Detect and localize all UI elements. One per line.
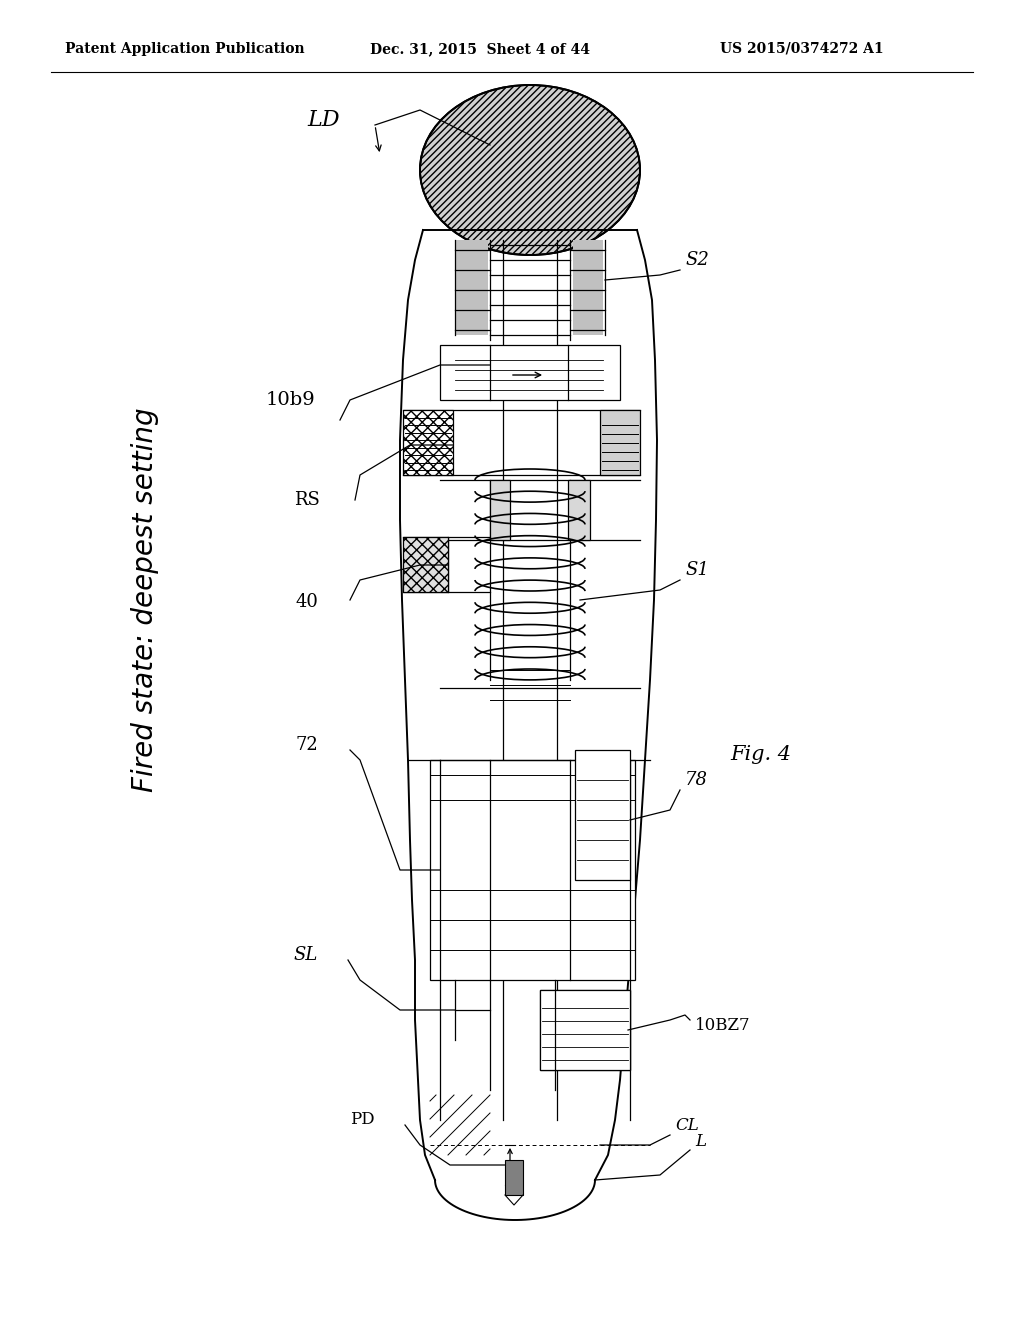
Text: 40: 40 [295, 593, 318, 611]
Text: 10BZ7: 10BZ7 [695, 1016, 751, 1034]
Text: L: L [695, 1134, 706, 1151]
Text: LD: LD [307, 110, 340, 131]
Text: SL: SL [294, 946, 318, 964]
Bar [505, 1160, 523, 1195]
Bar [455, 240, 488, 335]
Text: S2: S2 [685, 251, 709, 269]
Text: S1: S1 [685, 561, 709, 579]
Bar [430, 760, 635, 979]
Bar [403, 537, 449, 591]
Text: US 2015/0374272 A1: US 2015/0374272 A1 [720, 42, 884, 55]
Ellipse shape [420, 84, 640, 255]
Bar [540, 990, 630, 1071]
Bar [575, 750, 630, 880]
Bar [403, 411, 453, 475]
Bar [403, 411, 453, 475]
Text: RS: RS [294, 491, 319, 510]
Text: CL: CL [675, 1117, 698, 1134]
Text: Fired state: deepest setting: Fired state: deepest setting [131, 408, 159, 792]
Bar [540, 990, 630, 1071]
Bar [403, 537, 449, 591]
Text: 10b9: 10b9 [265, 391, 315, 409]
Text: Patent Application Publication: Patent Application Publication [65, 42, 304, 55]
Text: 78: 78 [685, 771, 708, 789]
Bar [490, 480, 510, 540]
Text: PD: PD [350, 1111, 375, 1129]
Bar [573, 240, 603, 335]
Text: Dec. 31, 2015  Sheet 4 of 44: Dec. 31, 2015 Sheet 4 of 44 [370, 42, 590, 55]
Bar [568, 480, 590, 540]
Bar [600, 411, 640, 475]
Text: Fig. 4: Fig. 4 [730, 744, 791, 764]
Bar [440, 345, 620, 400]
Text: 72: 72 [295, 737, 318, 754]
